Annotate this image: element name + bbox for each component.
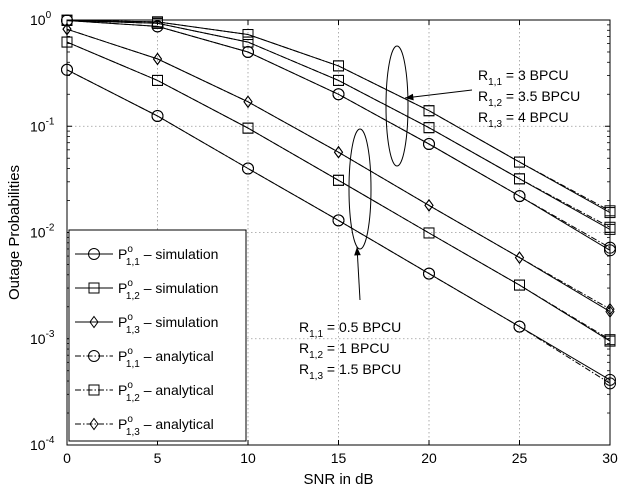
series-line bbox=[66, 28, 611, 310]
legend-label: Po 1,2 – simulation bbox=[118, 278, 218, 302]
low-rate-arrow bbox=[354, 246, 361, 301]
series-4 bbox=[61, 63, 616, 390]
data-point-diamond bbox=[243, 95, 253, 109]
rate-annotation-line: R1,1 = 3 BPCU bbox=[478, 67, 569, 88]
rate-annotation-line: R1,3 = 1.5 BPCU bbox=[299, 361, 401, 382]
data-point-diamond bbox=[89, 417, 99, 431]
data-point-square bbox=[423, 122, 435, 134]
y-tick-label: 100 bbox=[30, 10, 52, 28]
rate-annotation-line: R1,3 = 4 BPCU bbox=[478, 109, 569, 130]
data-point-circle bbox=[151, 109, 164, 122]
x-tick-label: 5 bbox=[154, 450, 162, 466]
data-point-diamond bbox=[514, 251, 525, 264]
y-tick-label: 10-3 bbox=[30, 329, 55, 347]
x-tick-label: 30 bbox=[602, 450, 618, 466]
data-point-circle bbox=[423, 138, 435, 151]
series-line bbox=[66, 19, 611, 212]
series-line bbox=[66, 41, 611, 341]
legend-label: Po 1,1 – analytical bbox=[118, 346, 214, 370]
data-point-square bbox=[514, 173, 525, 185]
data-point-square bbox=[88, 384, 100, 396]
data-point-circle bbox=[423, 267, 435, 280]
high-rate-group-ellipse bbox=[385, 45, 409, 167]
legend-entry: Po 1,3 – simulation bbox=[75, 312, 218, 336]
series-line bbox=[66, 20, 611, 228]
y-tick-label: 10-4 bbox=[30, 435, 55, 453]
data-point-square bbox=[152, 16, 163, 28]
legend-label: Po 1,3 – simulation bbox=[118, 312, 218, 336]
data-series bbox=[61, 14, 616, 390]
data-point-diamond bbox=[333, 145, 344, 159]
data-point-square bbox=[514, 279, 525, 291]
data-point-square bbox=[514, 156, 525, 168]
data-point-diamond bbox=[89, 315, 99, 329]
rate-annotation-line: R1,2 = 3.5 BPCU bbox=[478, 88, 580, 109]
x-axis-label: SNR in dB bbox=[303, 471, 373, 488]
data-point-circle bbox=[513, 190, 526, 203]
x-tick-label: 10 bbox=[240, 450, 256, 466]
data-point-circle bbox=[513, 320, 526, 333]
data-point-circle bbox=[88, 350, 100, 362]
data-point-circle bbox=[88, 248, 100, 260]
rate-annotation-line: R1,1 = 0.5 BPCU bbox=[299, 319, 401, 340]
data-point-diamond bbox=[424, 199, 434, 212]
data-point-circle bbox=[332, 214, 345, 227]
data-point-square bbox=[333, 60, 344, 72]
data-point-diamond bbox=[152, 52, 163, 66]
legend-label: Po 1,1 – simulation bbox=[118, 244, 218, 268]
y-tick-label: 10-1 bbox=[30, 116, 55, 134]
legend-entry: Po 1,2 – analytical bbox=[75, 380, 214, 404]
series-line bbox=[66, 20, 611, 249]
legend-label: Po 1,3 – analytical bbox=[118, 414, 214, 438]
legend-entry: Po 1,1 – analytical bbox=[75, 346, 214, 370]
rate-annotation-line: R1,2 = 1 BPCU bbox=[299, 340, 390, 361]
data-point-square bbox=[242, 29, 254, 41]
data-point-square bbox=[88, 282, 100, 294]
low-rate-group-ellipse bbox=[348, 128, 372, 250]
data-point-circle bbox=[242, 45, 254, 58]
data-point-square bbox=[333, 74, 344, 86]
data-point-circle bbox=[332, 88, 345, 101]
x-tick-label: 25 bbox=[512, 450, 528, 466]
data-point-square bbox=[333, 174, 344, 186]
data-point-circle bbox=[242, 162, 254, 175]
high-rate-arrow bbox=[404, 89, 473, 101]
x-tick-label: 0 bbox=[63, 450, 71, 466]
legend: Po 1,1 – simulation Po 1,2 – simulation Po 1,… bbox=[68, 229, 247, 442]
y-tick-label: 10-2 bbox=[30, 223, 55, 241]
legend-box bbox=[68, 229, 247, 442]
axis-ticks: 0 5 10 15 20 25 30 100 10-1 10-2 10-3 10-4 bbox=[30, 10, 618, 466]
legend-entry: Po 1,1 – simulation bbox=[75, 244, 218, 268]
data-point-square bbox=[152, 74, 163, 86]
series-line bbox=[66, 69, 611, 384]
legend-entry: Po 1,3 – analytical bbox=[75, 414, 214, 438]
series-7 bbox=[61, 14, 616, 257]
legend-entry: Po 1,2 – simulation bbox=[75, 278, 218, 302]
data-point-square bbox=[423, 105, 435, 117]
series-line bbox=[66, 20, 611, 251]
data-point-square bbox=[423, 227, 435, 239]
data-point-square bbox=[242, 122, 254, 134]
x-tick-label: 15 bbox=[331, 450, 347, 466]
legend-label: Po 1,2 – analytical bbox=[118, 380, 214, 404]
data-point-square bbox=[242, 36, 254, 48]
y-axis-label: Outage Probabilities bbox=[6, 165, 23, 300]
x-tick-label: 20 bbox=[421, 450, 437, 466]
